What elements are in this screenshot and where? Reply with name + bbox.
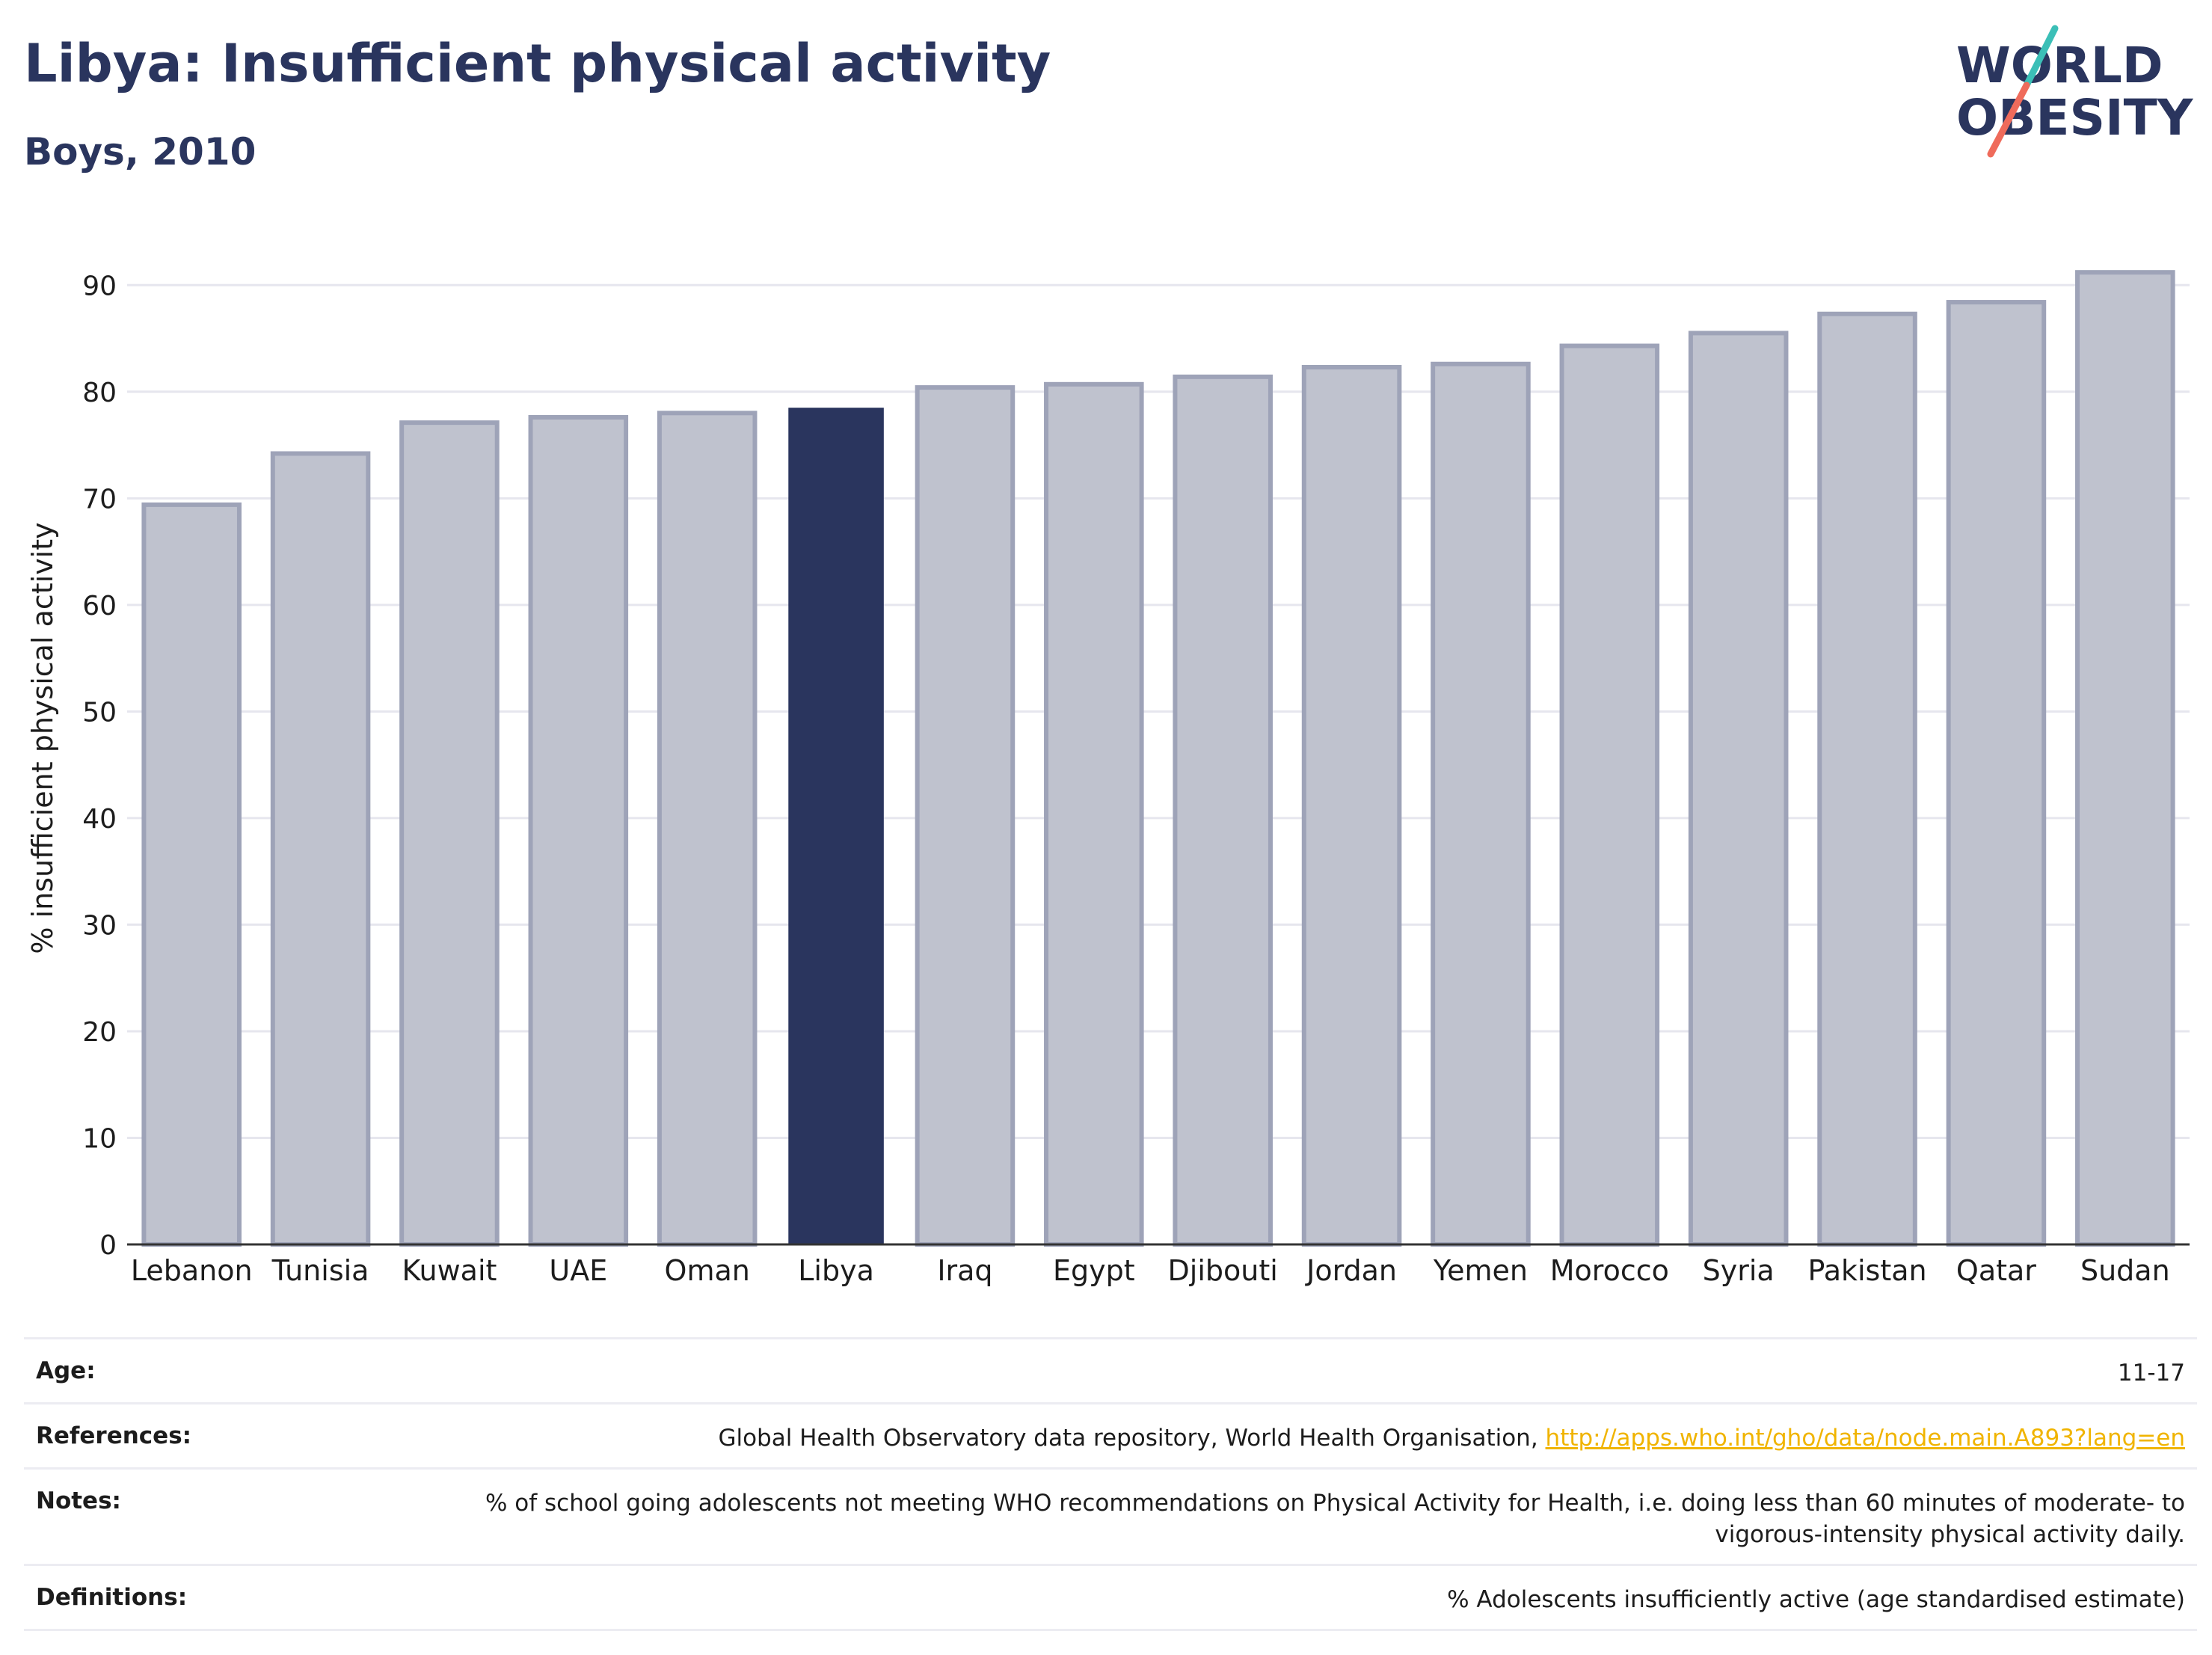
- age-value: 11-17: [2117, 1360, 2185, 1387]
- bar-qatar: [1946, 300, 2047, 1247]
- y-tick-label: 70: [82, 484, 117, 515]
- y-tick-label: 10: [82, 1123, 117, 1154]
- bar-libya: [788, 408, 884, 1244]
- x-tick-label: Oman: [665, 1254, 750, 1287]
- x-tick-label: Syria: [1703, 1254, 1775, 1287]
- bar-iraq: [915, 385, 1016, 1247]
- y-tick-label: 30: [82, 910, 117, 941]
- y-tick-label: 40: [82, 804, 117, 835]
- info-row-definitions: Definitions: % Adolescents insufficientl…: [24, 1564, 2197, 1631]
- notes-label: Notes:: [36, 1487, 121, 1514]
- info-row-references: References: Global Health Observatory da…: [24, 1402, 2197, 1467]
- bar-tunisia: [270, 451, 371, 1247]
- y-tick-label: 20: [82, 1017, 117, 1048]
- bar-kuwait: [399, 420, 500, 1247]
- logo-slash-teal: [2023, 25, 2059, 89]
- info-table: Age: 11-17 References: Global Health Obs…: [24, 1337, 2197, 1631]
- x-tick-label: Egypt: [1053, 1254, 1135, 1287]
- bar-jordan: [1301, 365, 1402, 1247]
- bar-egypt: [1044, 381, 1144, 1247]
- page-subtitle: Boys, 2010: [24, 130, 256, 174]
- x-tick-label: Morocco: [1550, 1254, 1669, 1287]
- age-label: Age:: [36, 1357, 96, 1384]
- logo-text-world: WORLD: [1956, 37, 2163, 94]
- y-tick-label: 60: [82, 591, 117, 621]
- x-tick-label: Pakistan: [1808, 1254, 1927, 1287]
- x-tick-label: Libya: [798, 1254, 874, 1287]
- page-title: Libya: Insufficient physical activity: [24, 33, 1051, 94]
- bar-syria: [1688, 331, 1789, 1247]
- x-tick-label: Sudan: [2080, 1254, 2170, 1287]
- tick-labels: 0 10 20 30 40 50 60 70 80 90 Lebanon Tunisia Kuwait U…: [82, 271, 2169, 1287]
- y-tick-label: 90: [82, 271, 117, 301]
- definitions-value: % Adolescents insufficiently active (age…: [1447, 1586, 2185, 1613]
- bar-chart: 0 10 20 30 40 50 60 70 80 90 Lebanon Tunisia Kuwait U…: [26, 270, 2190, 1287]
- logo-text-obesity: OBESITY: [1956, 89, 2194, 147]
- info-row-age: Age: 11-17: [24, 1337, 2197, 1402]
- y-tick-label: 0: [99, 1230, 117, 1261]
- references-label: References:: [36, 1422, 192, 1449]
- x-tick-label: Djibouti: [1168, 1254, 1278, 1287]
- x-tick-label: Jordan: [1305, 1254, 1397, 1287]
- x-tick-label: Lebanon: [131, 1254, 253, 1287]
- references-value: Global Health Observatory data repositor…: [718, 1422, 2185, 1454]
- x-tick-label: Yemen: [1433, 1254, 1528, 1287]
- bar-morocco: [1559, 343, 1660, 1247]
- x-tick-label: Qatar: [1956, 1254, 2036, 1287]
- y-axis-label: % insufficient physical activity: [26, 522, 59, 954]
- references-text: Global Health Observatory data repositor…: [718, 1425, 1546, 1452]
- definitions-label: Definitions:: [36, 1584, 188, 1611]
- bar-uae: [528, 414, 629, 1247]
- x-tick-label: Iraq: [937, 1254, 992, 1287]
- y-tick-label: 50: [82, 697, 117, 728]
- info-row-notes: Notes: % of school going adolescents not…: [24, 1467, 2197, 1564]
- logo-slash-coral: [1987, 82, 2030, 158]
- x-tick-label: UAE: [549, 1254, 607, 1287]
- notes-value: % of school going adolescents not meetin…: [485, 1490, 2185, 1548]
- bar-djibouti: [1173, 374, 1273, 1247]
- bars: [141, 270, 2175, 1247]
- bar-lebanon: [141, 502, 242, 1247]
- bar-oman: [657, 411, 758, 1247]
- references-link[interactable]: http://apps.who.int/gho/data/node.main.A…: [1545, 1425, 2185, 1452]
- world-obesity-logo: WORLD OBESITY: [1956, 25, 2194, 158]
- x-tick-label: Kuwait: [402, 1254, 497, 1287]
- y-tick-label: 80: [82, 378, 117, 408]
- bar-sudan: [2075, 270, 2175, 1247]
- bar-yemen: [1431, 361, 1531, 1247]
- x-tick-label: Tunisia: [271, 1254, 369, 1287]
- bar-pakistan: [1817, 311, 1917, 1247]
